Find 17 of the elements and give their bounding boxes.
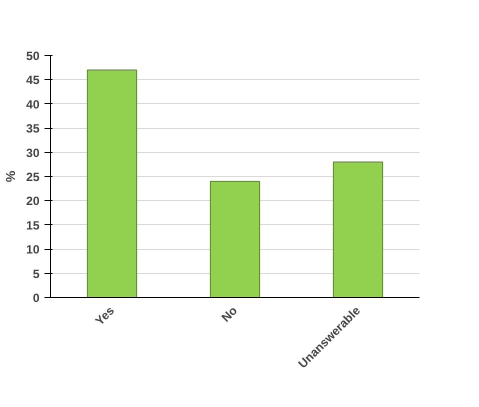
y-axis-title: %	[3, 170, 18, 182]
y-tick-label: 25	[26, 170, 40, 184]
y-tick-label: 50	[26, 49, 40, 63]
bar	[332, 161, 384, 298]
y-tick-label: 0	[32, 291, 40, 305]
bar	[210, 180, 260, 298]
bar	[86, 70, 138, 298]
y-tick-label: 35	[26, 122, 40, 136]
x-tick-label: No	[218, 304, 240, 325]
y-tick-label: 15	[26, 218, 40, 232]
y-tick-label: 20	[26, 194, 40, 208]
y-tick-label: 30	[26, 146, 40, 160]
y-tick-label: 40	[26, 97, 40, 112]
x-tick-label: Yes	[92, 303, 118, 328]
y-tick-label: 10	[26, 242, 40, 257]
y-tick-label: 45	[26, 73, 40, 88]
y-tick-label: 5	[32, 266, 40, 281]
